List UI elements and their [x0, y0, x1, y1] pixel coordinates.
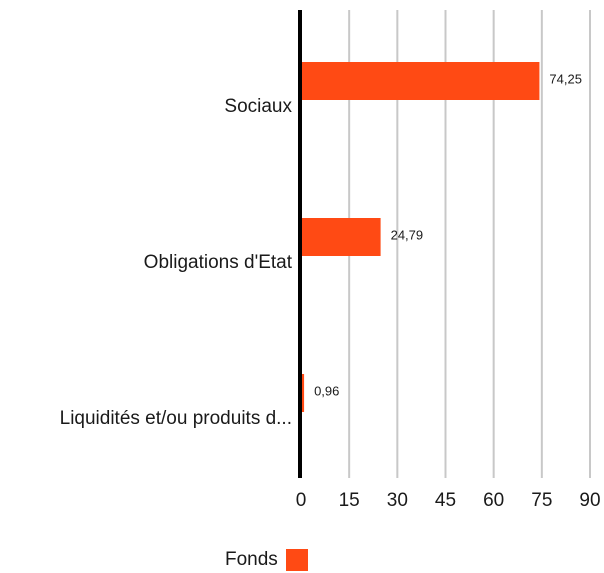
bar: [301, 218, 381, 256]
x-tick-label: 45: [435, 490, 456, 511]
legend-label: Fonds: [225, 549, 278, 570]
data-label: 24,79: [391, 227, 424, 242]
category-label: Liquidités et/ou produits d...: [60, 408, 292, 429]
x-tick-label: 0: [296, 490, 307, 511]
x-tick-label: 15: [339, 490, 360, 511]
legend: Fonds: [225, 549, 308, 571]
data-label: 74,25: [549, 71, 582, 86]
category-label: Sociaux: [224, 96, 292, 117]
category-label: Obligations d'Etat: [144, 252, 293, 273]
x-tick-label: 30: [387, 490, 408, 511]
labels: 0 15 30 45 60 75 90 74,25 Sociaux 24,79 Obligation…: [60, 71, 601, 511]
bar: [301, 374, 305, 412]
bars: [301, 62, 540, 412]
x-tick-label: 75: [531, 490, 552, 511]
bar: [301, 62, 540, 100]
x-tick-label: 60: [483, 490, 504, 511]
legend-swatch: [285, 549, 308, 571]
x-tick-label: 90: [579, 490, 600, 511]
data-label: 0,96: [314, 383, 339, 398]
